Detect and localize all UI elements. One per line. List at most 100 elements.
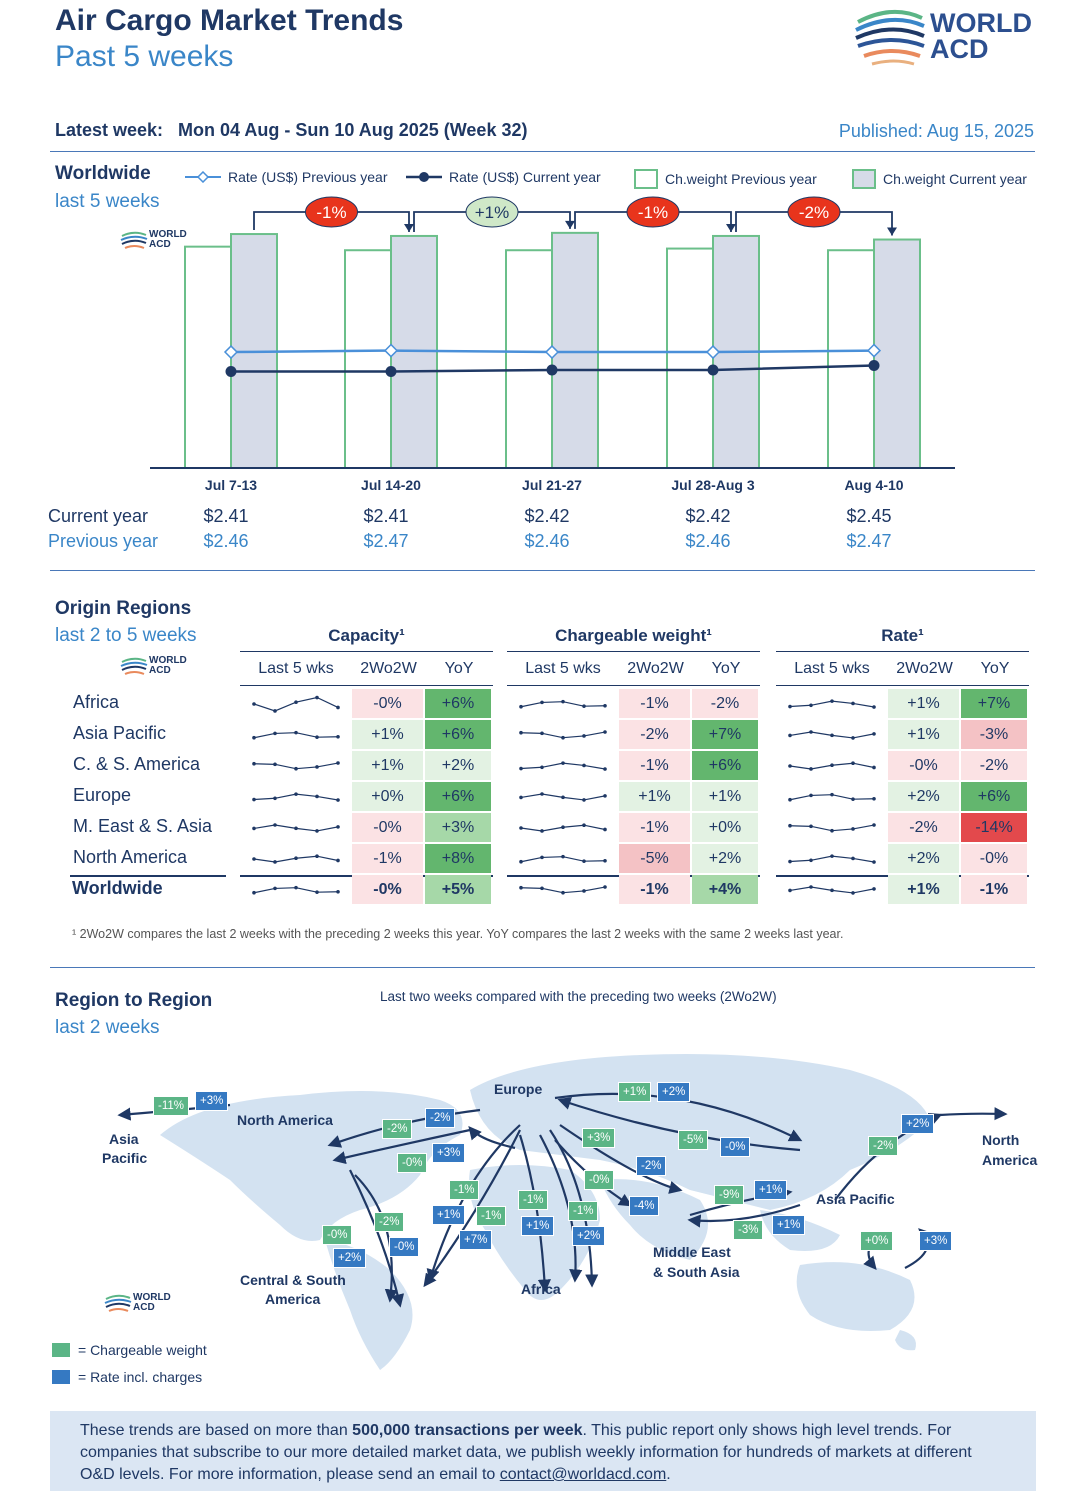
bar-cw-prev [184, 245, 232, 469]
change-arrowhead [887, 227, 897, 236]
week-label: Jul 28-Aug 3 [671, 477, 755, 493]
value-cell: -2% [961, 751, 1027, 780]
small-logo-text2: ACD [133, 1302, 155, 1313]
change-badge-label: -1% [316, 203, 346, 222]
value-cell: -1% [619, 875, 690, 904]
change-arrowhead [726, 223, 736, 232]
marker-rate-curr [868, 360, 880, 372]
value-cell: +2% [425, 751, 491, 780]
sparkline [788, 792, 876, 802]
contact-email-link[interactable]: contact@worldacd.com [499, 1466, 667, 1483]
region-subtitle: last 2 weeks [55, 1017, 160, 1038]
sparkline [252, 823, 340, 833]
legend-rate-prev: Rate (US$) Previous year [185, 169, 388, 185]
legend-line-dark-icon [406, 172, 442, 182]
sparkline [252, 792, 340, 802]
value-cell: +1% [888, 689, 959, 718]
change-badge-label: -2% [799, 203, 829, 222]
change-badge: -2% [382, 1119, 413, 1139]
change-arrowhead [565, 220, 575, 229]
legend-cw-curr: Ch.weight Current year [852, 169, 1027, 189]
change-badge: -1% [518, 1190, 549, 1210]
change-badge-label: -1% [638, 203, 668, 222]
bar-cw-curr [873, 238, 921, 469]
legend-swatch-green [52, 1343, 70, 1357]
group-underline [507, 651, 760, 652]
change-badge: -1% [449, 1180, 480, 1200]
sparkline [252, 854, 340, 864]
change-badge: -11% [153, 1096, 189, 1116]
world-acd-logo: WORLD ACD [852, 6, 1037, 72]
change-badge: +1% [521, 1216, 555, 1236]
change-badge: -2% [374, 1212, 405, 1232]
small-logo: WORLD ACD [120, 656, 187, 683]
region-name: Asia Pacific [73, 723, 167, 743]
region-name: C. & S. America [73, 754, 201, 774]
region-name: Europe [73, 785, 132, 805]
change-badge: +3% [582, 1128, 616, 1148]
change-badge [787, 196, 841, 228]
change-badge: -2% [868, 1136, 899, 1156]
change-badge: -4% [629, 1196, 660, 1216]
value-cell: +7% [961, 689, 1027, 718]
change-badge: +0% [860, 1231, 894, 1251]
change-badge: -1% [476, 1206, 507, 1226]
sparkline [788, 885, 876, 895]
value-cell: -0% [352, 875, 423, 904]
legend-rate-curr-label: Rate (US$) Current year [449, 169, 601, 185]
value-cell: -14% [961, 813, 1027, 842]
bar-cw-prev [505, 249, 553, 470]
week-label: Jul 21-27 [522, 477, 582, 493]
value-cell: +6% [425, 720, 491, 749]
divider [50, 151, 1035, 152]
rate-current-value: $2.42 [685, 506, 731, 526]
region-name: North America [73, 847, 188, 867]
value-cell: +2% [692, 844, 758, 873]
marker-rate-prev [544, 344, 560, 360]
value-cell: +8% [425, 844, 491, 873]
sparkline [519, 761, 607, 771]
current-year-label: Current year [48, 506, 149, 526]
header-underline [240, 685, 493, 686]
change-badge: +2% [333, 1248, 367, 1268]
legend-cw-label: = Chargeable weight [78, 1342, 207, 1358]
change-badge [305, 196, 358, 228]
column-header: YoY [711, 660, 741, 677]
legend-rate-label: = Rate incl. charges [78, 1369, 203, 1385]
rate-previous-value: $2.47 [846, 531, 892, 551]
sparkline [519, 730, 607, 740]
previous-year-label: Previous year [48, 531, 159, 551]
small-logo: WORLD ACD [120, 230, 187, 257]
value-cell: +4% [692, 875, 758, 904]
marker-rate-prev [705, 344, 721, 360]
worldwide-subtitle: last 5 weeks [55, 191, 160, 212]
value-cell: -0% [961, 844, 1027, 873]
column-header: 2Wo2W [360, 660, 417, 677]
change-badge: +2% [572, 1226, 606, 1246]
small-logo-text1: WORLD [149, 655, 187, 666]
value-cell: +2% [888, 782, 959, 811]
change-badge: +3% [432, 1143, 466, 1163]
value-cell: +1% [692, 782, 758, 811]
change-badge: +1% [772, 1215, 806, 1235]
small-logo-swoosh-icon [120, 231, 148, 249]
group-underline [776, 651, 1029, 652]
map-region-label: America [982, 1152, 1038, 1168]
marker-rate-prev [383, 343, 399, 358]
sparkline [519, 792, 607, 802]
page-title: Air Cargo Market Trends [55, 4, 404, 37]
value-cell: +1% [352, 720, 423, 749]
legend-rate-prev-label: Rate (US$) Previous year [228, 169, 388, 185]
change-badge: +3% [919, 1231, 953, 1251]
sparkline [252, 761, 340, 771]
legend-cw-prev-label: Ch.weight Previous year [665, 171, 817, 187]
small-logo-text1: WORLD [149, 229, 187, 240]
header-underline [507, 685, 760, 686]
value-cell: +0% [352, 782, 423, 811]
change-badge: -0% [389, 1237, 420, 1257]
sparkline [788, 730, 876, 740]
region-name: Africa [73, 692, 120, 712]
week-label: Jul 14-20 [361, 477, 421, 493]
map-region-label: Africa [521, 1281, 561, 1297]
info-text-c: . [666, 1466, 671, 1483]
